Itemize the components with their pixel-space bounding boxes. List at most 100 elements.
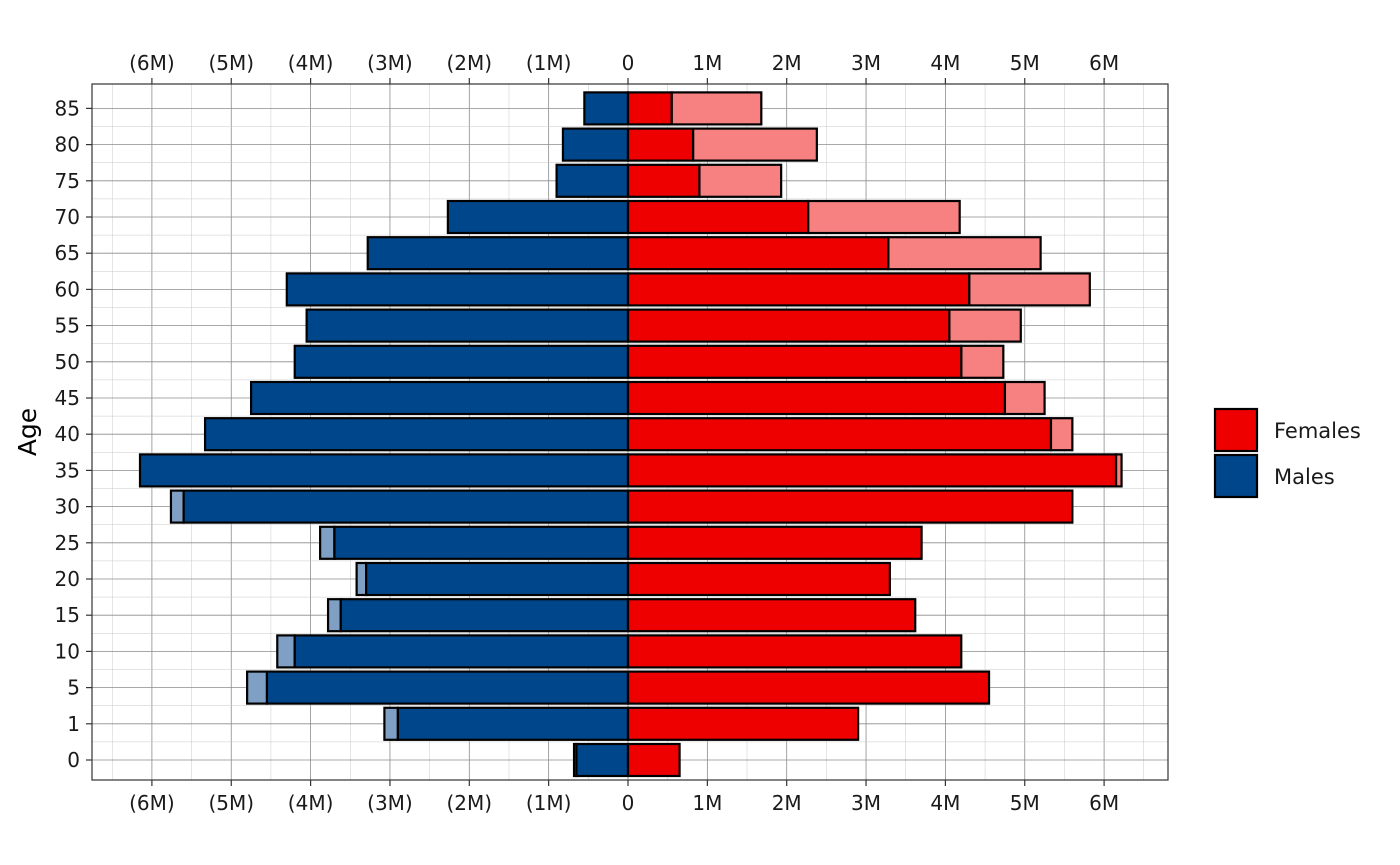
legend-label-males: Males: [1274, 465, 1335, 489]
y-tick-label: 85: [55, 96, 80, 120]
bar-females-45: [626, 380, 1007, 416]
legend-key-males: [1213, 453, 1259, 499]
bar-females-1: [626, 706, 860, 741]
y-tick-label: 25: [55, 531, 80, 555]
bar-females-70: [626, 199, 810, 235]
bar-females-75: [626, 163, 701, 198]
bar-males-60: [285, 272, 630, 307]
bar-females-excess-80: [691, 127, 818, 162]
x-tick-label-bottom: 1M: [692, 791, 722, 815]
bar-females-excess-75: [698, 163, 783, 198]
x-tick-label-top: 2M: [772, 51, 802, 75]
bar-males-excess-20: [355, 561, 368, 597]
bar-females-65: [626, 236, 890, 271]
bar-females-excess-60: [968, 272, 1091, 307]
bar-males-15: [339, 598, 630, 633]
bar-males-75: [555, 163, 630, 198]
bar-males-35: [138, 453, 630, 488]
bar-males-excess-30: [169, 489, 185, 524]
bar-males-85: [583, 91, 630, 126]
bar-females-excess-70: [807, 199, 961, 235]
x-tick-label-bottom: 6M: [1089, 791, 1119, 815]
x-tick-label-bottom: 3M: [851, 791, 881, 815]
x-tick-label-top: (2M): [447, 51, 493, 75]
bar-males-65: [366, 236, 630, 271]
y-tick-label: 45: [55, 386, 80, 410]
bar-males-excess-1: [383, 706, 399, 741]
bar-females-10: [626, 634, 963, 669]
legend-label-females: Females: [1274, 419, 1361, 443]
y-tick-label: 0: [67, 748, 80, 772]
y-tick-label: 80: [55, 133, 80, 157]
x-tick-label-top: (6M): [129, 51, 175, 75]
bar-females-80: [626, 127, 695, 162]
bar-males-5: [265, 670, 630, 705]
x-tick-label-bottom: (4M): [288, 791, 334, 815]
bar-males-0: [575, 742, 630, 778]
x-axis-bottom: (6M) (5M) (4M) (3M) (2M) (1M) 0 1M 2M 3M 4M 5M 6M: [129, 780, 1119, 815]
y-tick-label: 20: [55, 567, 80, 591]
bar-males-10: [293, 634, 630, 669]
x-tick-label-top: 5M: [1010, 51, 1040, 75]
bar-females-5: [626, 670, 991, 705]
legend: Females Males: [1213, 407, 1361, 499]
bar-males-excess-10: [276, 634, 296, 669]
bar-females-excess-85: [670, 91, 763, 126]
bar-males-excess-25: [319, 525, 336, 560]
bar-females-25: [626, 525, 923, 560]
bar-males-25: [333, 525, 630, 560]
bar-males-70: [446, 199, 630, 235]
bar-females-35: [626, 453, 1118, 488]
y-tick-label: 65: [55, 241, 80, 265]
bar-females-60: [626, 272, 971, 307]
x-tick-label-bottom: 5M: [1010, 791, 1040, 815]
bar-males-45: [249, 380, 630, 416]
bar-males-30: [182, 489, 630, 524]
x-tick-label-bottom: 2M: [772, 791, 802, 815]
plot-panel-border: [91, 83, 1169, 781]
bar-males-1: [396, 706, 630, 741]
legend-key-females: [1213, 407, 1259, 453]
y-tick-label: 35: [55, 458, 80, 482]
bar-males-20: [365, 561, 630, 597]
bar-females-excess-50: [960, 344, 1005, 379]
bar-males-55: [305, 308, 630, 343]
x-tick-label-bottom: (5M): [208, 791, 254, 815]
x-tick-label-top: 0: [622, 51, 635, 75]
bars: [138, 91, 1123, 778]
bar-females-excess-55: [948, 308, 1022, 343]
y-tick-label: 10: [55, 639, 80, 663]
x-tick-label-bottom: (6M): [129, 791, 175, 815]
bar-males-80: [561, 127, 630, 162]
x-tick-label-top: 1M: [692, 51, 722, 75]
x-tick-label-top: (4M): [288, 51, 334, 75]
bar-females-20: [626, 561, 891, 597]
x-tick-label-top: 4M: [930, 51, 960, 75]
x-tick-label-bottom: (1M): [526, 791, 572, 815]
bar-females-excess-40: [1049, 417, 1074, 452]
y-tick-label: 15: [55, 603, 80, 627]
x-tick-label-bottom: 0: [622, 791, 635, 815]
x-tick-label-bottom: (3M): [367, 791, 413, 815]
x-tick-label-top: (1M): [526, 51, 572, 75]
x-axis-top: (6M) (5M) (4M) (3M) (2M) (1M) 0 1M 2M 3M 4M 5M 6M: [129, 51, 1119, 84]
x-tick-label-top: 3M: [851, 51, 881, 75]
bar-females-excess-65: [887, 236, 1042, 271]
bar-females-85: [626, 91, 673, 126]
y-tick-label: 50: [55, 350, 80, 374]
bar-males-excess-5: [246, 670, 269, 705]
bar-females-55: [626, 308, 951, 343]
x-tick-label-top: 6M: [1089, 51, 1119, 75]
bar-males-50: [293, 344, 630, 379]
y-tick-label: 60: [55, 277, 80, 301]
y-tick-label: 5: [67, 676, 80, 700]
y-axis-title: Age: [13, 408, 42, 456]
bar-females-excess-45: [1003, 380, 1046, 416]
y-tick-label: 1: [67, 712, 80, 736]
y-tick-label: 30: [55, 495, 80, 519]
x-tick-label-bottom: (2M): [447, 791, 493, 815]
y-tick-label: 40: [55, 422, 80, 446]
bar-females-40: [626, 417, 1053, 452]
bar-males-excess-15: [326, 598, 342, 633]
